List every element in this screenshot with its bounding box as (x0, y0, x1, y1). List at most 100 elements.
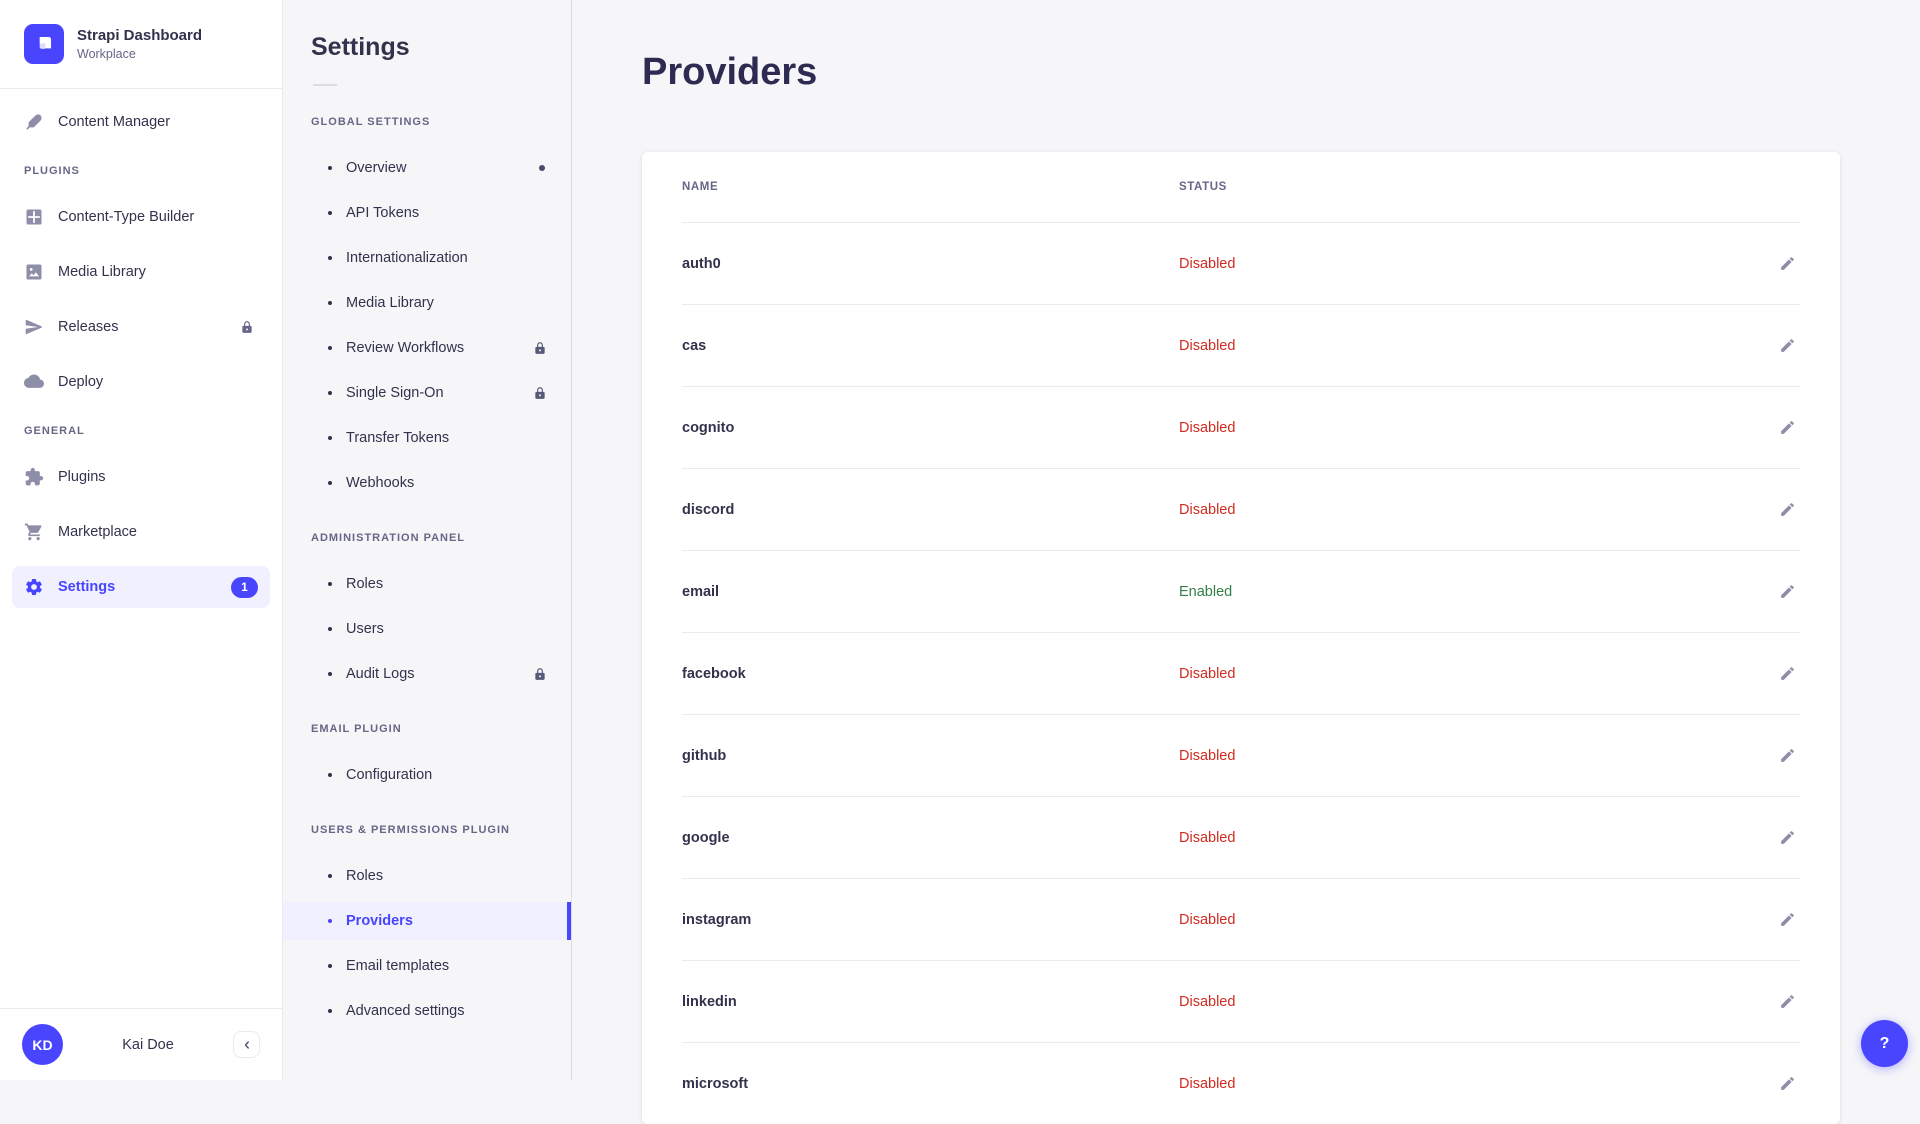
releases-icon (24, 317, 44, 337)
edit-provider-button[interactable] (1774, 907, 1800, 933)
pencil-icon (1779, 911, 1796, 928)
bullet-icon (328, 964, 332, 968)
subnav-item-roles[interactable]: Roles (283, 857, 571, 895)
subnav-item-transfer-tokens[interactable]: Transfer Tokens (283, 419, 571, 457)
subnav-item-email-templates[interactable]: Email templates (283, 947, 571, 985)
pencil-icon (1779, 501, 1796, 518)
subnav-item-internationalization[interactable]: Internationalization (283, 239, 571, 277)
provider-status: Disabled (1179, 748, 1774, 764)
subnav-item-label: API Tokens (346, 205, 419, 221)
subnav-item-label: Roles (346, 576, 383, 592)
subnav-item-configuration[interactable]: Configuration (283, 756, 571, 794)
subnav-title-rule (313, 84, 337, 86)
content-type-builder-icon (24, 207, 44, 227)
edit-provider-button[interactable] (1774, 251, 1800, 277)
sidebar-item-label: Content Manager (58, 114, 170, 130)
avatar[interactable]: KD (22, 1024, 63, 1065)
sidebar-item-plugins[interactable]: Plugins (12, 456, 270, 498)
strapi-logo-icon (24, 24, 64, 64)
provider-name: linkedin (682, 994, 1179, 1010)
sidebar-item-label: Media Library (58, 264, 146, 280)
marketplace-icon (24, 522, 44, 542)
provider-name: facebook (682, 666, 1179, 682)
brand-text: Strapi Dashboard Workplace (77, 27, 202, 62)
subnav-item-label: Advanced settings (346, 1003, 465, 1019)
edit-provider-button[interactable] (1774, 825, 1800, 851)
bullet-icon (328, 627, 332, 631)
subnav-item-review-workflows[interactable]: Review Workflows (283, 329, 571, 367)
collapse-sidebar-button[interactable] (233, 1031, 260, 1058)
provider-status: Disabled (1179, 912, 1774, 928)
subnav-item-label: Configuration (346, 767, 432, 783)
column-header-status: STATUS (1179, 181, 1800, 193)
subnav-item-providers[interactable]: Providers (283, 902, 571, 940)
brand[interactable]: Strapi Dashboard Workplace (0, 0, 282, 88)
bullet-icon (328, 481, 332, 485)
subnav-item-api-tokens[interactable]: API Tokens (283, 194, 571, 232)
sidebar-item-deploy[interactable]: Deploy (12, 361, 270, 403)
lock-icon (533, 341, 547, 355)
bullet-icon (328, 436, 332, 440)
provider-status: Disabled (1179, 830, 1774, 846)
bullet-icon (328, 211, 332, 215)
provider-status: Enabled (1179, 584, 1774, 600)
sidebar-item-marketplace[interactable]: Marketplace (12, 511, 270, 553)
bullet-icon (328, 874, 332, 878)
subnav-item-webhooks[interactable]: Webhooks (283, 464, 571, 502)
content-manager-icon (24, 112, 44, 132)
sidebar-item-label: Settings (58, 579, 115, 595)
edit-provider-button[interactable] (1774, 1071, 1800, 1097)
subnav-item-media-library[interactable]: Media Library (283, 284, 571, 322)
subnav-item-advanced-settings[interactable]: Advanced settings (283, 992, 571, 1030)
provider-name: discord (682, 502, 1179, 518)
sidebar-item-media-library[interactable]: Media Library (12, 251, 270, 293)
subnav-section-label: EMAIL PLUGIN (283, 723, 571, 736)
subnav-section-label: ADMINISTRATION PANEL (283, 532, 571, 545)
subnav-item-label: Overview (346, 160, 406, 176)
bullet-icon (328, 256, 332, 260)
sidebar-item-content-type-builder[interactable]: Content-Type Builder (12, 196, 270, 238)
provider-name: instagram (682, 912, 1179, 928)
subnav-item-users[interactable]: Users (283, 610, 571, 648)
sidebar-item-content-manager[interactable]: Content Manager (12, 101, 270, 143)
notification-badge: 1 (231, 577, 258, 598)
sidebar-item-releases[interactable]: Releases (12, 306, 270, 348)
subnav-item-overview[interactable]: Overview (283, 149, 571, 187)
brand-subtitle: Workplace (77, 47, 202, 61)
subnav-item-roles[interactable]: Roles (283, 565, 571, 603)
subnav-item-label: Review Workflows (346, 340, 464, 356)
subnav-item-single-sign-on[interactable]: Single Sign-On (283, 374, 571, 412)
edit-provider-button[interactable] (1774, 333, 1800, 359)
provider-status: Disabled (1179, 666, 1774, 682)
edit-provider-button[interactable] (1774, 415, 1800, 441)
sidebar-item-label: Content-Type Builder (58, 209, 194, 225)
chevron-left-icon (241, 1039, 253, 1051)
pencil-icon (1779, 337, 1796, 354)
edit-provider-button[interactable] (1774, 579, 1800, 605)
subnav-item-label: Webhooks (346, 475, 414, 491)
subnav-item-audit-logs[interactable]: Audit Logs (283, 655, 571, 693)
help-button[interactable]: ? (1861, 1020, 1908, 1067)
edit-provider-button[interactable] (1774, 661, 1800, 687)
sidebar-item-settings[interactable]: Settings 1 (12, 566, 270, 608)
subnav-title: Settings (283, 30, 571, 64)
edit-provider-button[interactable] (1774, 989, 1800, 1015)
bullet-icon (328, 301, 332, 305)
edit-provider-button[interactable] (1774, 743, 1800, 769)
edit-provider-button[interactable] (1774, 497, 1800, 523)
provider-name: auth0 (682, 256, 1179, 272)
subnav-item-label: Single Sign-On (346, 385, 444, 401)
sidebar-footer: KD Kai Doe (0, 1008, 282, 1080)
column-header-name: NAME (682, 181, 1179, 193)
